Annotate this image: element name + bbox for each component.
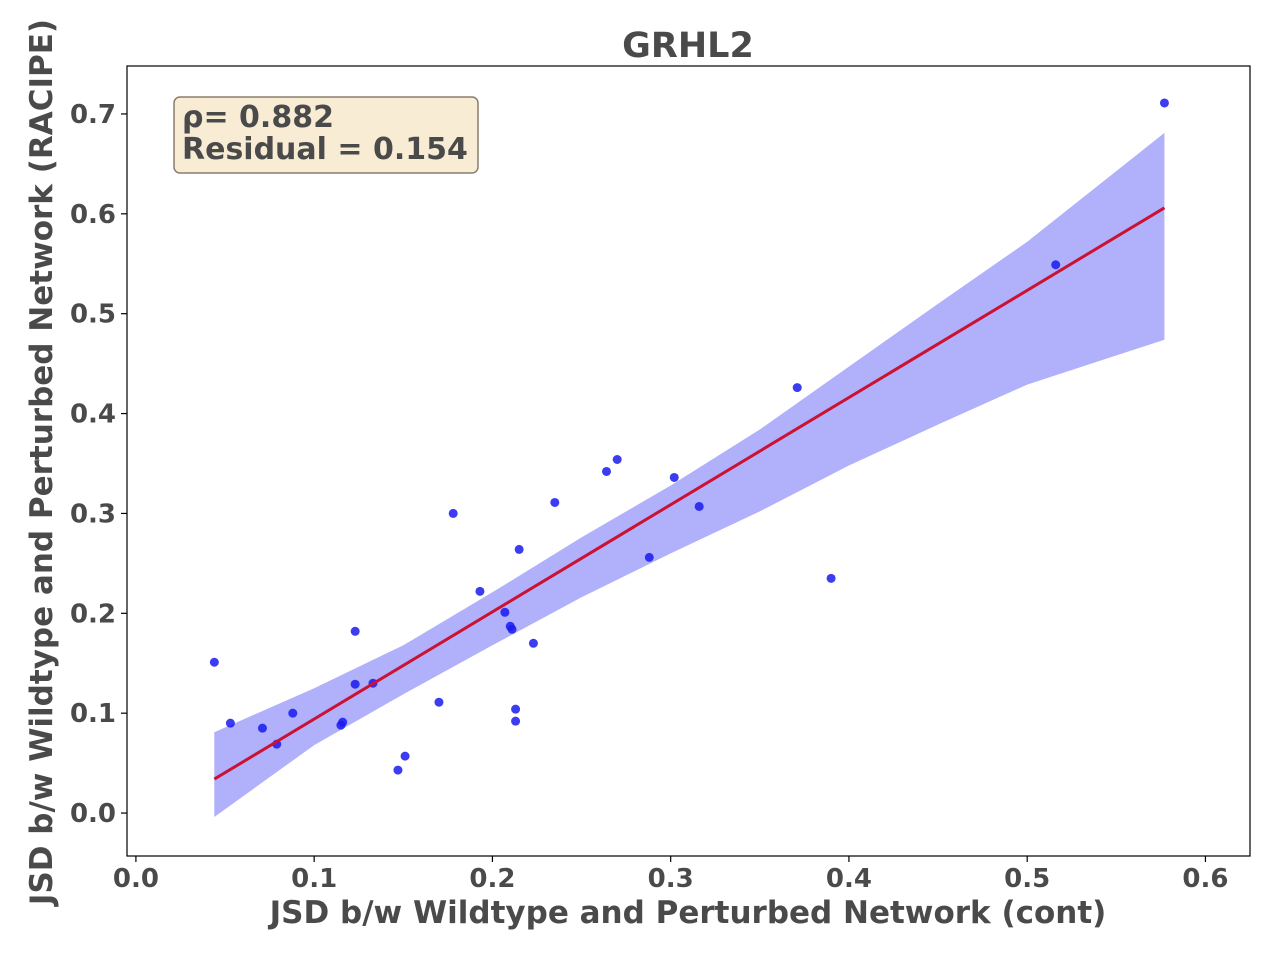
data-point bbox=[644, 552, 654, 562]
x-tick-label: 0.1 bbox=[291, 864, 337, 894]
data-point bbox=[511, 716, 521, 726]
confidence-band bbox=[214, 132, 1165, 817]
y-tick-label: 0.1 bbox=[70, 699, 116, 729]
x-tick-label: 0.0 bbox=[113, 864, 159, 894]
data-point bbox=[528, 638, 538, 648]
data-point bbox=[500, 607, 510, 617]
annotation-residual: Residual = 0.154 bbox=[182, 132, 468, 167]
x-tick-label: 0.3 bbox=[648, 864, 694, 894]
data-point bbox=[550, 497, 560, 507]
data-point bbox=[338, 717, 348, 727]
data-point bbox=[288, 708, 298, 718]
y-tick-label: 0.3 bbox=[70, 499, 116, 529]
x-tick-label: 0.4 bbox=[826, 864, 872, 894]
data-point bbox=[507, 624, 517, 634]
x-tick-label: 0.5 bbox=[1004, 864, 1050, 894]
data-point bbox=[612, 455, 622, 465]
chart-title: GRHL2 bbox=[622, 26, 754, 66]
data-point bbox=[209, 657, 219, 667]
x-axis-label: JSD b/w Wildtype and Perturbed Network (… bbox=[268, 895, 1107, 931]
data-point bbox=[1051, 260, 1061, 270]
data-point bbox=[448, 508, 458, 518]
y-tick-label: 0.7 bbox=[70, 100, 116, 130]
data-point bbox=[602, 466, 612, 476]
data-point bbox=[792, 383, 802, 393]
regression-line bbox=[213, 206, 1166, 781]
data-point bbox=[1159, 98, 1169, 108]
y-tick-label: 0.4 bbox=[70, 400, 116, 430]
x-tick-label: 0.2 bbox=[469, 864, 515, 894]
y-axis-label: JSD b/w Wildtype and Perturbed Network (… bbox=[24, 19, 60, 907]
data-point bbox=[257, 723, 267, 733]
data-point bbox=[350, 679, 360, 689]
annotation-box bbox=[173, 96, 479, 174]
x-tick-label: 0.6 bbox=[1182, 864, 1228, 894]
stats-annotation: ρ= 0.882 Residual = 0.154 bbox=[173, 96, 479, 174]
data-point bbox=[694, 501, 704, 511]
axes-frame bbox=[126, 65, 1251, 857]
y-tick-label: 0.2 bbox=[70, 599, 116, 629]
y-tick-label: 0.5 bbox=[70, 300, 116, 330]
y-tick-label: 0.6 bbox=[70, 200, 116, 230]
data-point bbox=[475, 586, 485, 596]
data-point bbox=[350, 626, 360, 636]
plot-area bbox=[209, 98, 1169, 817]
axes: 0.0 0.1 0.2 0.3 0.4 0.5 0.6 0.0 0.1 0.2 0.3 0.4 0.5 0… bbox=[70, 65, 1251, 894]
data-point bbox=[669, 472, 679, 482]
data-point bbox=[826, 573, 836, 583]
data-point bbox=[400, 751, 410, 761]
data-point bbox=[393, 765, 403, 775]
annotation-rho: ρ= 0.882 bbox=[182, 100, 334, 135]
data-point bbox=[434, 697, 444, 707]
data-point bbox=[514, 544, 524, 554]
y-tick-label: 0.0 bbox=[70, 799, 116, 829]
data-point bbox=[511, 704, 521, 714]
data-point bbox=[225, 718, 235, 728]
